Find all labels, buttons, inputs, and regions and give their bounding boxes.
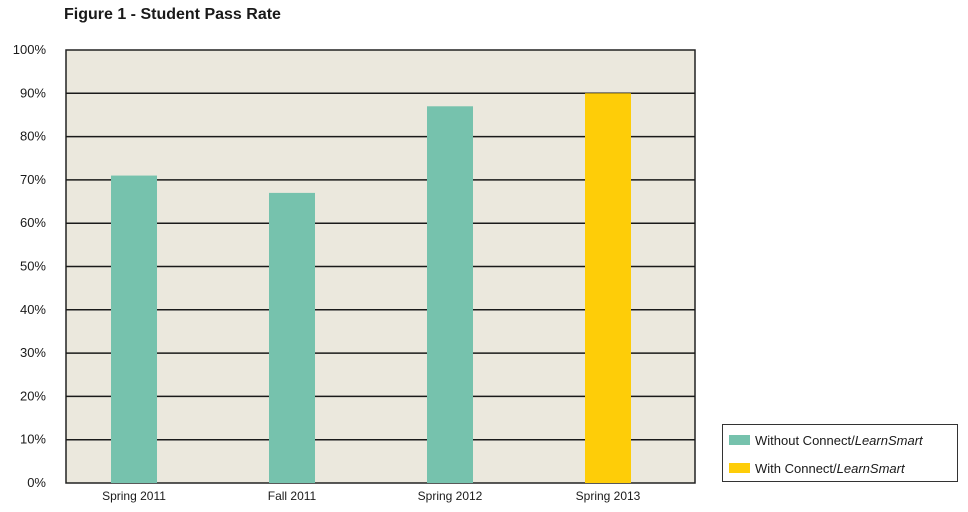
- legend-label-without: Without Connect/LearnSmart: [755, 432, 923, 448]
- x-category-label: Fall 2011: [268, 489, 317, 503]
- bar: [111, 175, 157, 483]
- x-category-label: Spring 2011: [102, 489, 166, 503]
- y-tick-label: 40%: [20, 302, 46, 317]
- legend-item-without: Without Connect/LearnSmart: [729, 431, 923, 449]
- y-axis-ticks: 0% 10% 20% 30% 40% 50% 60% 70% 80% 90% 100%: [13, 42, 47, 490]
- y-tick-label: 20%: [20, 388, 46, 403]
- legend: Without Connect/LearnSmart With Connect/…: [722, 424, 958, 482]
- chart-title: Figure 1 - Student Pass Rate: [64, 6, 281, 23]
- bars: [111, 93, 631, 484]
- legend-swatch-without: [729, 435, 750, 445]
- x-category-label: Spring 2012: [418, 489, 483, 503]
- legend-swatch-with: [729, 463, 750, 473]
- legend-label-with: With Connect/LearnSmart: [755, 460, 905, 476]
- y-tick-label: 80%: [20, 129, 46, 144]
- y-tick-label: 70%: [20, 172, 46, 187]
- bar: [427, 106, 473, 483]
- y-tick-label: 10%: [20, 432, 46, 447]
- x-axis-labels: Spring 2011 Fall 2011 Spring 2012 Spring 20…: [102, 489, 641, 503]
- y-tick-label: 0%: [27, 475, 46, 490]
- bar: [269, 192, 315, 483]
- legend-item-with: With Connect/LearnSmart: [729, 459, 905, 477]
- y-tick-label: 50%: [20, 259, 46, 274]
- y-tick-label: 30%: [20, 345, 46, 360]
- bar: [585, 93, 631, 484]
- y-tick-label: 90%: [20, 85, 46, 100]
- y-tick-label: 100%: [13, 42, 47, 57]
- x-category-label: Spring 2013: [576, 489, 641, 503]
- y-tick-label: 60%: [20, 215, 46, 230]
